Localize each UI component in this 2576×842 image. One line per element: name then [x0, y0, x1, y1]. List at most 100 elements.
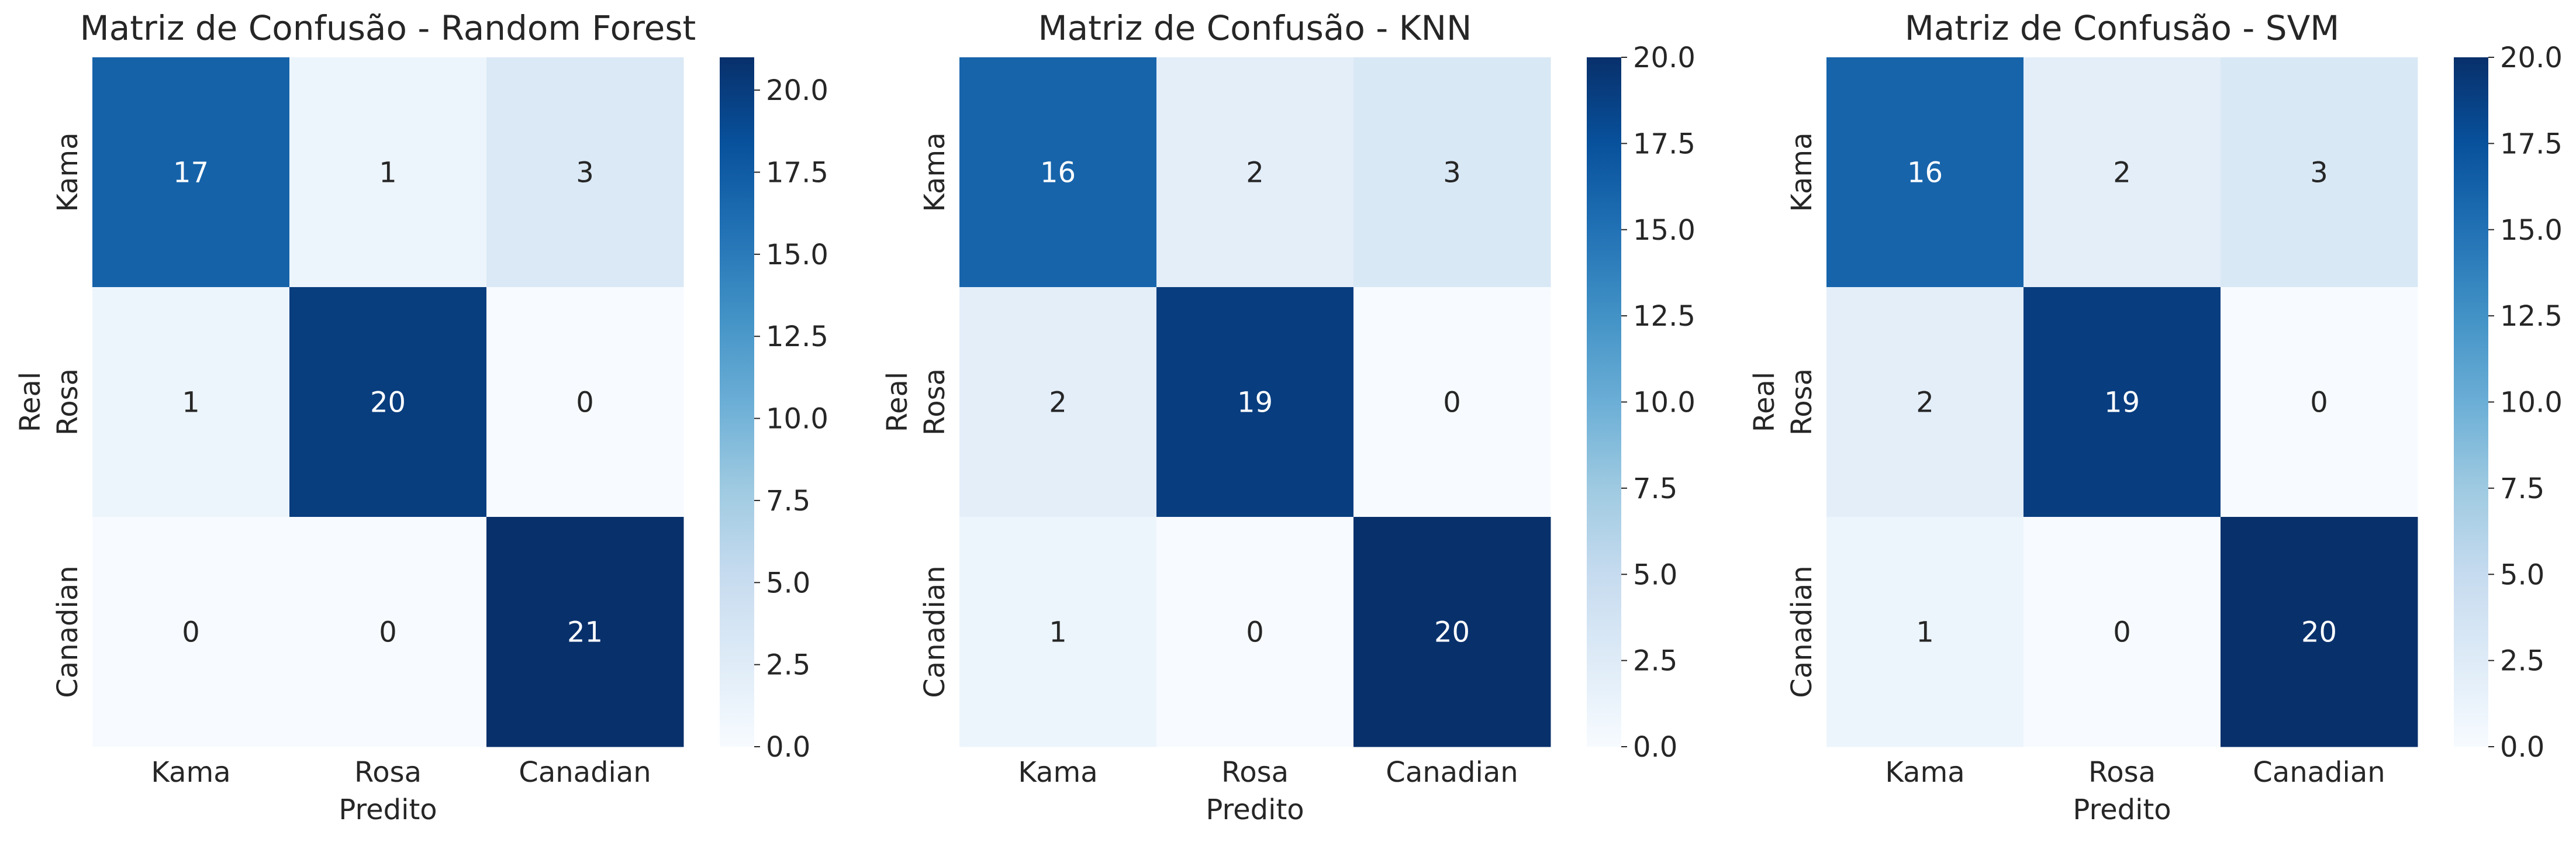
colorbar-tick-label: 0.0: [766, 731, 810, 764]
cell-value-label: 1: [1916, 616, 1934, 649]
cell-value-label: 20: [2301, 616, 2337, 649]
cell-value-label: 0: [1443, 387, 1461, 419]
y-tick-label: Kama: [1786, 132, 1818, 212]
cell-value-label: 1: [182, 387, 200, 419]
x-tick-label: Canadian: [2253, 756, 2385, 789]
colorbar-tick-label: 10.0: [1633, 387, 1696, 419]
colorbar-tick-label: 15.0: [2500, 214, 2563, 247]
colorbar-tick-label: 5.0: [766, 567, 810, 599]
colorbar-tick-label: 12.5: [1633, 300, 1696, 333]
heatmap-cell: [2221, 57, 2418, 288]
y-tick-label: Canadian: [918, 565, 951, 698]
colorbar-tick-label: 15.0: [1633, 214, 1696, 247]
colorbar-tick-label: 0.0: [2500, 731, 2544, 764]
x-tick-label: Canadian: [1386, 756, 1518, 789]
x-tick-label: Rosa: [2088, 756, 2156, 789]
heatmap-cell: [1826, 517, 2024, 747]
cell-value-label: 19: [1237, 387, 1273, 419]
chart-title: Matriz de Confusão - KNN: [1038, 8, 1472, 48]
cell-value-label: 2: [1049, 387, 1067, 419]
y-tick-label: Canadian: [1786, 565, 1818, 698]
colorbar-tick-label: 7.5: [766, 485, 810, 517]
colorbar: [720, 57, 754, 747]
y-axis-label: Real: [881, 372, 914, 432]
colorbar-tick-label: 7.5: [1633, 472, 1677, 505]
colorbar-tick-label: 5.0: [2500, 558, 2544, 591]
cell-value-label: 21: [567, 616, 603, 649]
x-tick-label: Rosa: [354, 756, 422, 789]
heatmap-cell: [1826, 287, 2024, 517]
cell-value-label: 2: [2113, 157, 2131, 189]
colorbar-tick-label: 7.5: [2500, 472, 2544, 505]
colorbar-tick-label: 12.5: [766, 320, 828, 353]
heatmap-cell: [486, 57, 684, 288]
heatmap-cell: [92, 517, 290, 747]
colorbar-tick-label: 17.5: [1633, 127, 1696, 160]
y-tick-label: Kama: [918, 132, 951, 212]
heatmap-cell: [2023, 287, 2221, 517]
cell-value-label: 3: [1443, 157, 1461, 189]
x-axis-label: Predito: [1206, 793, 1304, 826]
heatmap-cell: [486, 517, 684, 747]
heatmap-cell: [2023, 517, 2221, 747]
colorbar-tick-label: 12.5: [2500, 300, 2563, 333]
colorbar-tick-label: 2.5: [766, 649, 810, 682]
colorbar-tick-label: 17.5: [766, 157, 828, 189]
heatmap-cell: [1353, 287, 1551, 517]
cell-value-label: 16: [1907, 157, 1943, 189]
cell-value-label: 20: [1434, 616, 1470, 649]
heatmap-cell: [1156, 287, 1354, 517]
heatmap-cell: [92, 287, 290, 517]
cell-value-label: 0: [379, 616, 397, 649]
y-tick-label: Rosa: [1786, 368, 1818, 436]
cell-value-label: 0: [2113, 616, 2131, 649]
y-tick-label: Rosa: [918, 368, 951, 436]
x-axis-label: Predito: [2073, 793, 2171, 826]
heatmap-cell: [1156, 57, 1354, 288]
y-tick-label: Canadian: [51, 565, 84, 698]
chart-title: Matriz de Confusão - SVM: [1905, 8, 2340, 48]
cell-value-label: 2: [1246, 157, 1264, 189]
cell-value-label: 0: [576, 387, 594, 419]
colorbar-tick-label: 2.5: [2500, 645, 2544, 678]
x-tick-label: Canadian: [519, 756, 651, 789]
heatmap-cell: [1156, 517, 1354, 747]
heatmap-cell: [1353, 57, 1551, 288]
heatmap-cell: [1826, 57, 2024, 288]
y-tick-label: Rosa: [51, 368, 84, 436]
cell-value-label: 20: [370, 387, 406, 419]
cell-value-label: 3: [2310, 157, 2328, 189]
x-tick-label: Rosa: [1221, 756, 1289, 789]
cell-value-label: 17: [173, 157, 209, 189]
colorbar-tick-label: 20.0: [1633, 42, 1696, 74]
y-tick-label: Kama: [51, 132, 84, 212]
colorbar-tick-label: 20.0: [2500, 42, 2563, 74]
heatmap-cell: [289, 287, 487, 517]
heatmap-cell: [1353, 517, 1551, 747]
cell-value-label: 1: [379, 157, 397, 189]
heatmap-cell: [2221, 287, 2418, 517]
cell-value-label: 2: [1916, 387, 1934, 419]
colorbar-tick-label: 10.0: [766, 403, 828, 436]
colorbar-tick-label: 0.0: [1633, 731, 1677, 764]
cell-value-label: 1: [1049, 616, 1067, 649]
heatmap-cell: [486, 287, 684, 517]
heatmap-cell: [959, 517, 1157, 747]
cell-value-label: 0: [182, 616, 200, 649]
cell-value-label: 19: [2104, 387, 2140, 419]
colorbar-tick-label: 5.0: [1633, 558, 1677, 591]
colorbar-tick-label: 15.0: [766, 239, 828, 271]
heatmap-cell: [959, 57, 1157, 288]
heatmap-cell: [2023, 57, 2221, 288]
x-tick-label: Kama: [1885, 756, 1964, 789]
colorbar-tick-label: 2.5: [1633, 645, 1677, 678]
cell-value-label: 3: [576, 157, 594, 189]
cell-value-label: 0: [1246, 616, 1264, 649]
chart-title: Matriz de Confusão - Random Forest: [80, 8, 696, 48]
colorbar: [1587, 57, 1621, 747]
colorbar-tick-label: 10.0: [2500, 387, 2563, 419]
heatmap-cell: [959, 287, 1157, 517]
